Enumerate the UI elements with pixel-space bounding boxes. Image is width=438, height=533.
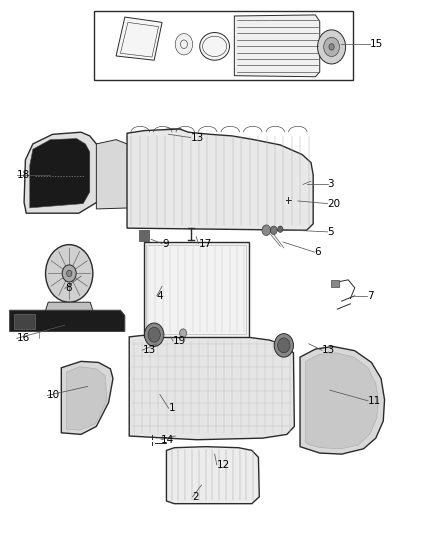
Circle shape xyxy=(62,265,76,282)
Circle shape xyxy=(329,44,334,50)
Circle shape xyxy=(145,323,164,346)
Bar xyxy=(331,280,339,287)
Text: 2: 2 xyxy=(193,492,199,502)
Polygon shape xyxy=(45,302,93,312)
Bar xyxy=(144,242,249,337)
Text: 13: 13 xyxy=(322,345,335,355)
Text: 10: 10 xyxy=(47,391,60,400)
Circle shape xyxy=(324,37,339,56)
Ellipse shape xyxy=(200,33,230,60)
Text: 15: 15 xyxy=(370,39,383,49)
Polygon shape xyxy=(24,132,110,213)
Text: 3: 3 xyxy=(328,180,334,189)
Circle shape xyxy=(148,327,160,342)
Polygon shape xyxy=(67,367,107,430)
Circle shape xyxy=(175,34,193,55)
Polygon shape xyxy=(10,310,125,332)
Text: 20: 20 xyxy=(328,199,341,208)
Bar xyxy=(94,11,353,80)
Text: 8: 8 xyxy=(65,284,71,293)
Polygon shape xyxy=(166,447,259,504)
Polygon shape xyxy=(61,361,113,434)
Text: 13: 13 xyxy=(142,345,155,355)
Text: 13: 13 xyxy=(191,133,204,142)
Circle shape xyxy=(318,30,346,64)
Circle shape xyxy=(46,245,93,302)
Text: 9: 9 xyxy=(162,239,169,248)
Text: 7: 7 xyxy=(367,291,374,301)
Text: 6: 6 xyxy=(314,247,321,257)
Bar xyxy=(146,245,246,334)
Polygon shape xyxy=(96,140,131,209)
Text: 16: 16 xyxy=(17,334,30,343)
Bar xyxy=(14,314,35,329)
Polygon shape xyxy=(129,335,294,440)
Circle shape xyxy=(270,226,277,235)
Text: 1: 1 xyxy=(169,403,175,413)
Text: 12: 12 xyxy=(217,460,230,470)
Bar xyxy=(139,230,149,241)
Text: 14: 14 xyxy=(161,435,174,445)
Text: 11: 11 xyxy=(368,396,381,406)
Circle shape xyxy=(278,338,290,353)
Circle shape xyxy=(262,225,271,236)
Text: 4: 4 xyxy=(157,291,163,301)
Polygon shape xyxy=(30,139,90,208)
Circle shape xyxy=(67,270,72,277)
Circle shape xyxy=(278,226,283,232)
Polygon shape xyxy=(127,129,313,230)
Polygon shape xyxy=(116,17,162,60)
Text: 18: 18 xyxy=(17,170,30,180)
Circle shape xyxy=(274,334,293,357)
Text: 19: 19 xyxy=(173,336,186,346)
Circle shape xyxy=(180,329,187,337)
Text: 17: 17 xyxy=(198,239,212,248)
Polygon shape xyxy=(234,15,320,77)
Polygon shape xyxy=(306,353,378,449)
Polygon shape xyxy=(300,346,385,454)
Text: 5: 5 xyxy=(328,227,334,237)
